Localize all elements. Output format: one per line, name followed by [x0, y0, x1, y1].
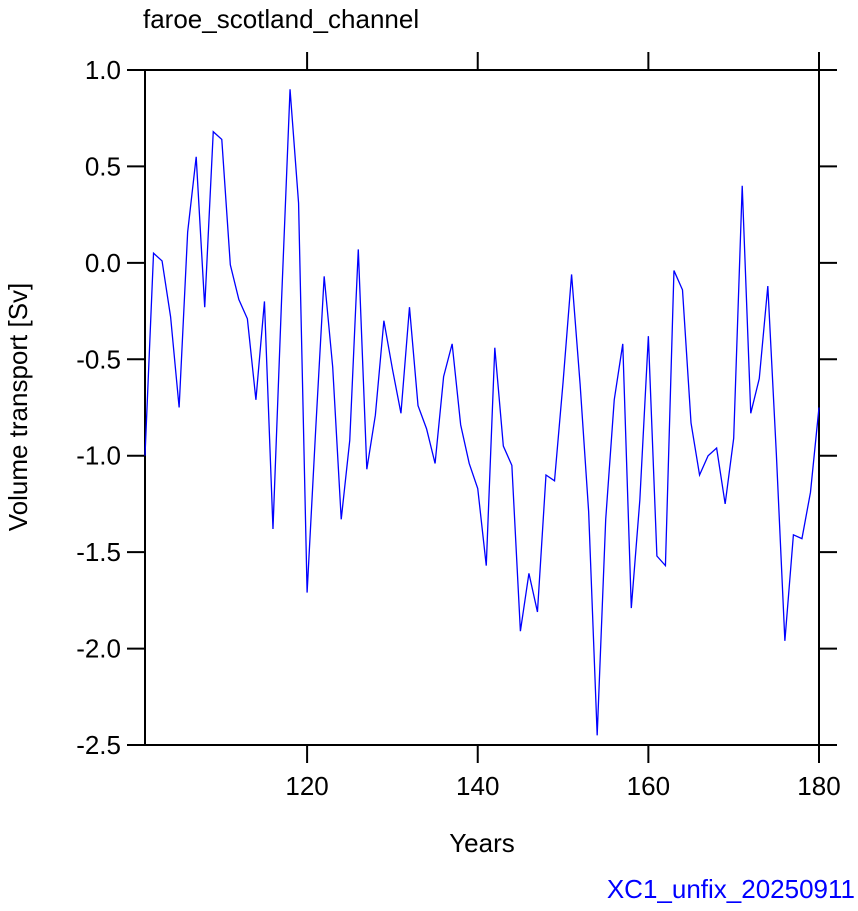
y-tick-label: 0.5 — [85, 151, 121, 181]
y-tick-label: 0.0 — [85, 248, 121, 278]
footnote: XC1_unfix_20250911 — [607, 874, 855, 904]
x-tick-label: 140 — [456, 771, 499, 801]
y-tick-label: -1.0 — [76, 441, 121, 471]
y-tick-label: -2.0 — [76, 634, 121, 664]
y-tick-label: -1.5 — [76, 537, 121, 567]
y-axis-label: Volume transport [Sv] — [3, 283, 33, 532]
y-tick-label: -0.5 — [76, 344, 121, 374]
x-axis-label: Years — [449, 828, 515, 858]
y-tick-label: 1.0 — [85, 55, 121, 85]
chart-title: faroe_scotland_channel — [143, 4, 419, 34]
x-tick-label: 160 — [627, 771, 670, 801]
data-line — [144, 89, 820, 736]
x-tick-label: 120 — [285, 771, 328, 801]
plot-frame — [144, 69, 820, 746]
x-tick-label: 180 — [797, 771, 840, 801]
y-tick-label: -2.5 — [76, 730, 121, 760]
